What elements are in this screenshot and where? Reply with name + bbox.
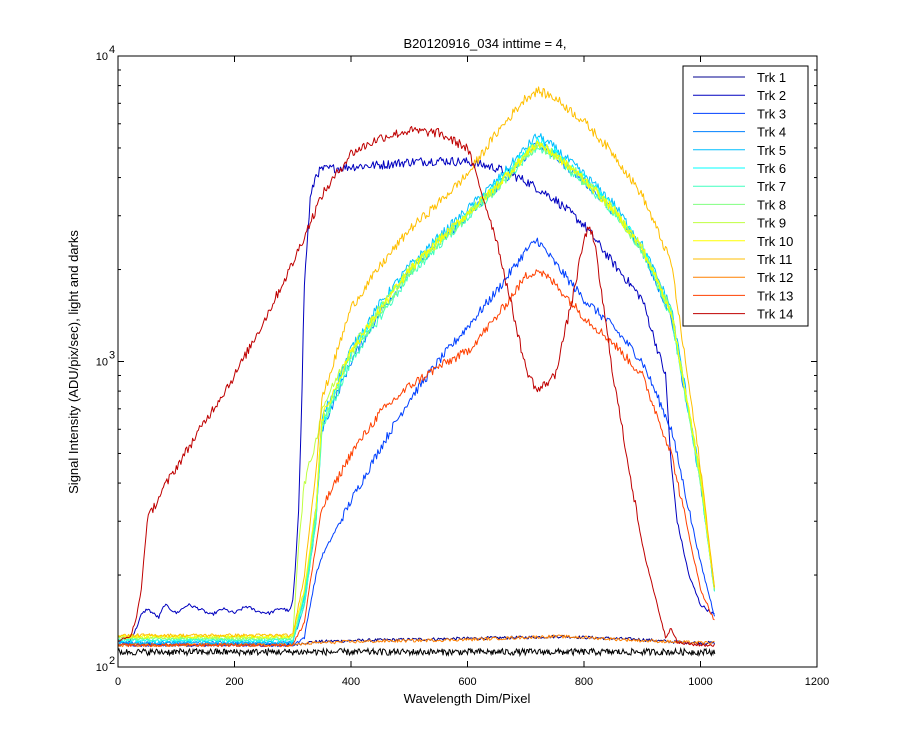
series-line-13 [117, 269, 715, 648]
legend-label: Trk 9 [757, 216, 786, 231]
legend: Trk 1 Trk 2 Trk 3 Trk 4 Trk 5 Trk 6 Trk 7 Trk 8… [682, 65, 809, 327]
legend-label: Trk 1 [757, 70, 786, 85]
x-tick-label: 800 [575, 676, 593, 688]
legend-label: Trk 11 [757, 252, 792, 267]
series-line-3 [117, 237, 715, 648]
x-tick-label: 1200 [805, 676, 829, 688]
legend-label: Trk 2 [757, 88, 786, 103]
series-lines [117, 86, 715, 648]
legend-label: Trk 3 [757, 106, 786, 121]
legend-label: Trk 10 [757, 234, 793, 249]
y-tick-label: 10 [96, 662, 108, 674]
y-tick-label: 10 [96, 51, 108, 63]
dark-noise-band [117, 646, 716, 658]
y-tick-label: 10 [96, 357, 108, 369]
y-tick-exponent: 3 [109, 350, 115, 362]
legend-label: Trk 13 [757, 288, 793, 303]
legend-box [682, 65, 809, 327]
legend-label: Trk 6 [757, 161, 786, 176]
y-tick-exponent: 4 [109, 44, 115, 56]
series-line-11 [117, 86, 715, 638]
x-axis-label: Wavelength Dim/Pixel [404, 691, 531, 706]
x-tick-label: 0 [115, 676, 121, 688]
legend-items: Trk 1 Trk 2 Trk 3 Trk 4 Trk 5 Trk 6 Trk 7 Trk 8… [693, 70, 793, 322]
legend-label: Trk 7 [757, 179, 786, 194]
y-axis-label: Signal Intensity (ADU/pix/sec), light an… [66, 230, 81, 494]
y-tick-exponent: 2 [109, 655, 115, 667]
dark-noise-line [117, 646, 716, 658]
legend-label: Trk 12 [757, 270, 793, 285]
legend-label: Trk 5 [757, 143, 786, 158]
legend-label: Trk 14 [757, 307, 793, 322]
x-tick-label: 600 [458, 676, 476, 688]
chart-title: B20120916_034 inttime = 4, [404, 36, 567, 51]
legend-label: Trk 8 [757, 197, 786, 212]
legend-label: Trk 4 [757, 125, 786, 140]
x-tick-label: 400 [342, 676, 360, 688]
x-tick-label: 1000 [688, 676, 712, 688]
series-line-2 [117, 156, 715, 647]
series-line-14 [117, 126, 715, 647]
x-tick-label: 200 [225, 676, 243, 688]
